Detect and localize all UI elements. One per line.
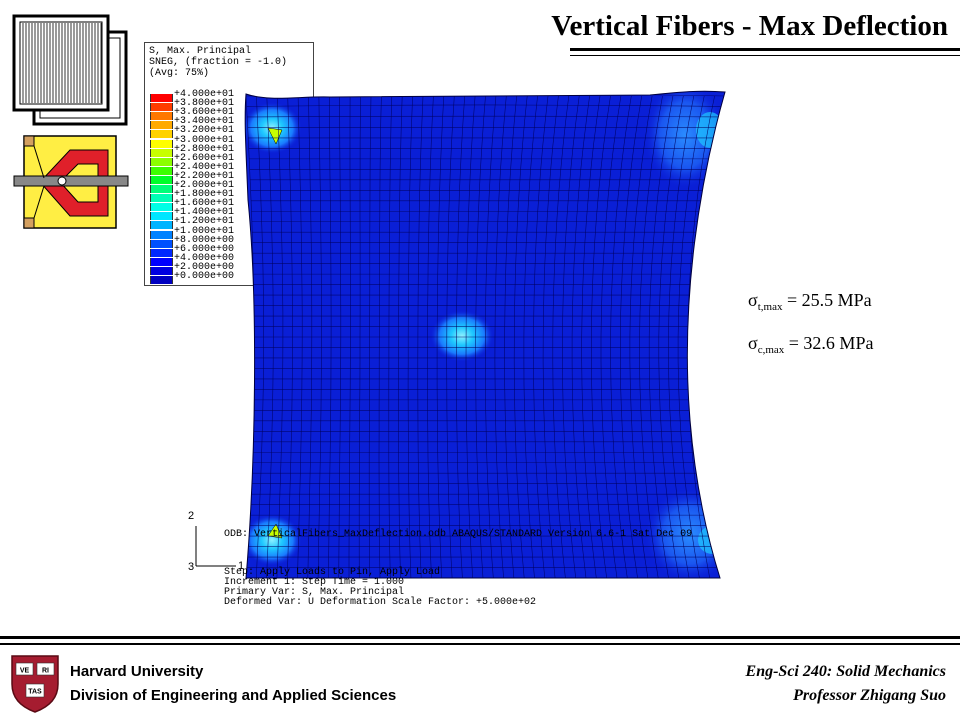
stress-hotspot	[430, 310, 494, 362]
stress-value: = 25.5 MPa	[782, 290, 872, 310]
legend-swatch	[150, 139, 173, 148]
legend-swatch	[150, 121, 173, 130]
legend-header-line: SNEG, (fraction = -1.0)	[149, 57, 288, 68]
university-name: Harvard University	[70, 663, 204, 680]
legend-value: +0.000e+00	[174, 271, 235, 282]
legend-value: +6.000e+00	[174, 243, 235, 255]
legend-value: +1.600e+01	[174, 198, 235, 210]
legend-value: +3.600e+01	[174, 107, 235, 119]
legend-swatch	[150, 148, 173, 157]
triad-axis-3: 3	[188, 561, 195, 573]
legend-value: +4.000e+01	[174, 89, 235, 100]
shield-text: TAS	[28, 689, 42, 696]
legend-swatch	[150, 203, 173, 212]
fea-contour-plot	[195, 90, 726, 579]
triad-axis-1: 1	[238, 560, 245, 572]
legend-swatch	[150, 94, 173, 102]
legend-value: +2.600e+01	[174, 152, 235, 164]
harvard-shield-logo: VE RI TAS	[11, 655, 59, 713]
legend-swatch	[150, 157, 173, 166]
legend-swatch	[150, 194, 173, 203]
legend-value: +3.400e+01	[174, 116, 235, 128]
legend-value: +3.200e+01	[174, 125, 235, 137]
shield-text: VE	[20, 668, 30, 675]
legend-swatch	[150, 185, 173, 193]
odb-increment-line: Increment 1: Step Time = 1.000	[224, 577, 405, 588]
triad-axis-2: 2	[188, 510, 195, 522]
division-name: Division of Engineering and Applied Scie…	[70, 687, 397, 704]
legend-header: S, Max. Principal SNEG, (fraction = -1.0…	[149, 46, 287, 79]
stress-hotspot	[245, 514, 302, 566]
legend-value: +1.200e+01	[174, 216, 235, 228]
legend-value: +2.200e+01	[174, 170, 235, 182]
legend-value: +1.800e+01	[174, 189, 235, 201]
max-tensile-stress: σt,max = 25.5 MPa	[748, 290, 872, 313]
stress-subscript: c,max	[757, 344, 785, 356]
footer-rule-thin	[0, 643, 960, 645]
legend-swatch	[150, 103, 173, 112]
footer-rule	[0, 636, 960, 639]
legend-swatch	[150, 112, 173, 121]
max-compressive-stress: σc,max = 32.6 MPa	[748, 333, 873, 356]
sigma-symbol: σ	[748, 333, 758, 353]
legend-value: +4.000e+00	[174, 252, 235, 264]
footer-institution: Harvard University Division of Engineeri…	[70, 660, 396, 708]
fiber-panel-front-icon	[12, 14, 110, 112]
odb-info-line: ODB: VerticalFibers_MaxDeflection.odb AB…	[224, 529, 693, 540]
stress-region	[643, 91, 725, 190]
course-name: Eng-Sci 240: Solid Mechanics	[745, 663, 946, 680]
title-rule	[570, 48, 960, 51]
legend-swatch	[150, 239, 173, 248]
legend-swatch	[150, 212, 173, 221]
title-rule-thin	[570, 55, 960, 56]
odb-deformed-var-line: Deformed Var: U Deformation Scale Factor…	[224, 597, 537, 608]
legend-header-line: S, Max. Principal	[149, 46, 252, 57]
legend-swatch	[150, 248, 173, 257]
footer-course: Eng-Sci 240: Solid Mechanics Professor Z…	[746, 660, 946, 708]
legend-value: +8.000e+00	[174, 234, 235, 246]
odb-primary-var-line: Primary Var: S, Max. Principal	[224, 587, 405, 598]
legend-value: +3.000e+01	[174, 134, 235, 146]
specimen-diagram	[12, 14, 129, 229]
sigma-symbol: σ	[748, 290, 758, 310]
legend-value: +2.800e+01	[174, 143, 235, 155]
legend-swatch	[150, 266, 173, 275]
stress-value: = 32.6 MPa	[784, 333, 874, 353]
legend-header-line: (Avg: 75%)	[149, 68, 210, 79]
legend-value: +2.000e+01	[174, 180, 235, 191]
legend-value: +1.400e+01	[174, 207, 235, 219]
coordinate-triad-icon	[195, 526, 236, 567]
legend-swatch	[150, 257, 173, 266]
legend-swatch	[150, 221, 173, 230]
stress-hotspot	[245, 102, 302, 154]
legend-value: +2.400e+01	[174, 161, 235, 173]
legend-swatch	[150, 130, 173, 139]
legend-swatch	[150, 166, 173, 175]
legend-value: +3.800e+01	[174, 98, 235, 110]
legend-value: +1.000e+01	[174, 225, 235, 237]
stress-subscript: t,max	[757, 301, 783, 313]
legend-swatch	[150, 230, 173, 239]
shield-text: RI	[42, 668, 49, 675]
professor-name: Professor Zhigang Suo	[793, 687, 946, 704]
legend-swatch	[150, 175, 173, 184]
joint-diagram-icon	[13, 135, 129, 229]
slide-title: Vertical Fibers - Max Deflection	[551, 10, 948, 42]
legend-swatch	[150, 276, 173, 284]
legend-value: +2.000e+00	[174, 261, 235, 273]
odb-step-line: Step: Apply Loads to Pin, Apply Load	[224, 567, 441, 578]
